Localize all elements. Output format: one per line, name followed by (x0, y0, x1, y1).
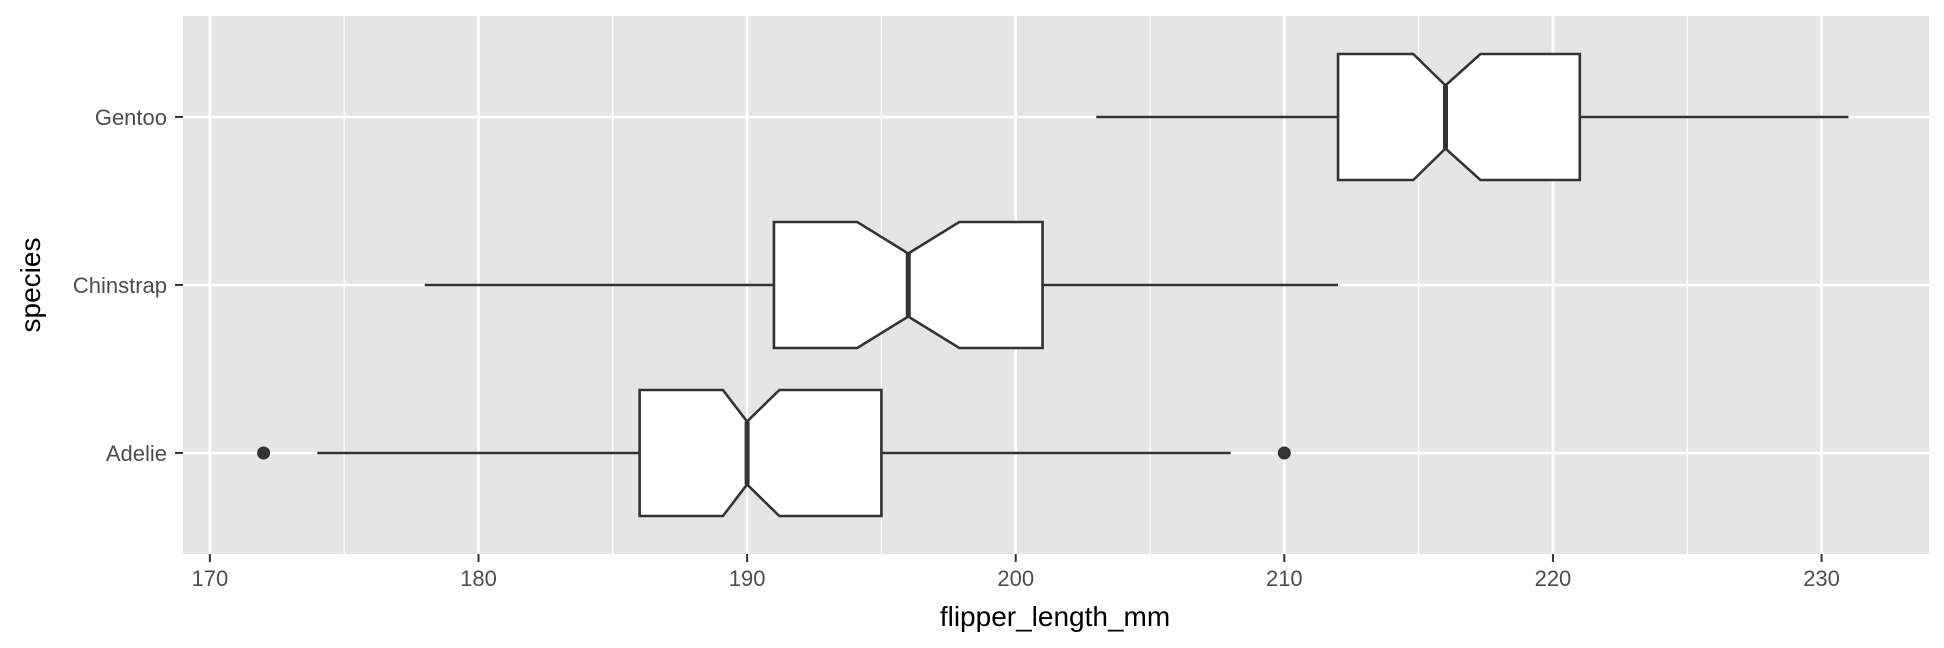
x-axis: 170 180 190 200 210 220 230 (192, 554, 1840, 591)
box-series (257, 52, 1849, 518)
y-axis: Adelie Chinstrap Gentoo (73, 105, 183, 466)
x-tick-label: 200 (997, 566, 1034, 591)
box-gentoo (1096, 52, 1849, 182)
outlier-point (257, 446, 271, 460)
box-adelie (257, 388, 1291, 518)
y-tick-label: Gentoo (95, 105, 167, 130)
x-tick-label: 230 (1803, 566, 1840, 591)
box-body (638, 388, 883, 518)
outlier-point (1277, 446, 1291, 460)
y-axis-title: species (15, 238, 46, 333)
box-chinstrap (424, 220, 1339, 350)
x-tick-label: 170 (192, 566, 229, 591)
y-tick-label: Adelie (106, 441, 167, 466)
box-body (1336, 52, 1582, 182)
x-tick-label: 210 (1266, 566, 1303, 591)
y-tick-label: Chinstrap (73, 273, 167, 298)
x-tick-label: 180 (460, 566, 497, 591)
x-tick-label: 220 (1535, 566, 1572, 591)
x-axis-title: flipper_length_mm (940, 601, 1170, 632)
x-tick-label: 190 (729, 566, 766, 591)
